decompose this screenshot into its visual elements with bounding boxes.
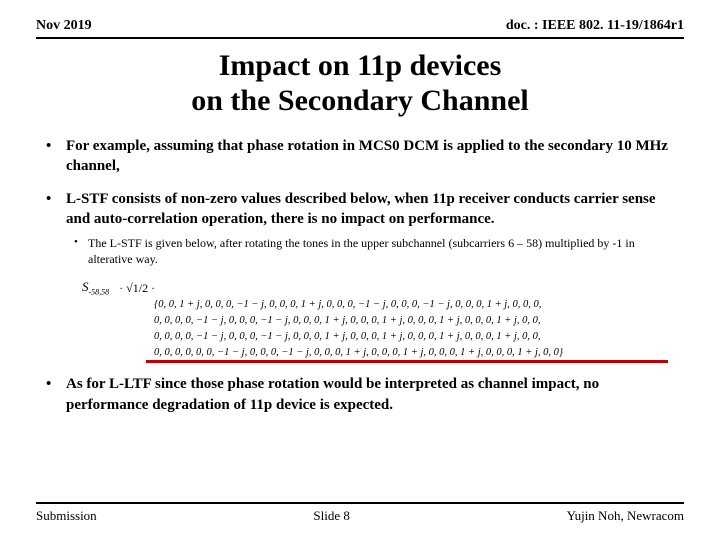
formula-subscript: -58,58 — [89, 288, 110, 297]
title-line-2: on the Secondary Channel — [36, 84, 684, 119]
formula-block: S-58,58 · √1/2 · {0, 0, 1 + j, 0, 0, 0, … — [82, 279, 684, 360]
seq-row-4-wrap: 0, 0, 0, 0, 0, 0, −1 − j, 0, 0, 0, −1 − … — [154, 345, 664, 361]
footer-center: Slide 8 — [313, 508, 349, 524]
bullet-item-1: For example, assuming that phase rotatio… — [40, 136, 680, 177]
bullet-list: For example, assuming that phase rotatio… — [40, 136, 680, 267]
slide-page: Nov 2019 doc. : IEEE 802. 11-19/1864r1 I… — [0, 0, 720, 540]
slide-footer: Submission Slide 8 Yujin Noh, Newracom — [36, 502, 684, 524]
seq-row-4: 0, 0, 0, 0, 0, 0, −1 − j, 0, 0, 0, −1 − … — [154, 347, 563, 358]
bullet-item-3: As for L-LTF since those phase rotation … — [40, 374, 680, 415]
title-line-1: Impact on 11p devices — [36, 49, 684, 84]
slide-header: Nov 2019 doc. : IEEE 802. 11-19/1864r1 — [36, 18, 684, 39]
header-date: Nov 2019 — [36, 18, 92, 34]
seq-row-1: {0, 0, 1 + j, 0, 0, 0, −1 − j, 0, 0, 0, … — [154, 297, 664, 313]
bullet-item-2: L-STF consists of non-zero values descri… — [40, 189, 680, 268]
bullet-item-2-text: L-STF consists of non-zero values descri… — [66, 191, 656, 227]
sequence-block: {0, 0, 1 + j, 0, 0, 0, −1 − j, 0, 0, 0, … — [154, 297, 664, 360]
red-underline — [146, 360, 668, 363]
footer-left: Submission — [36, 508, 97, 524]
bullet-list-2: As for L-LTF since those phase rotation … — [40, 374, 680, 415]
sub-bullet-2a: The L-STF is given below, after rotating… — [66, 235, 680, 267]
seq-row-2: 0, 0, 0, 0, −1 − j, 0, 0, 0, −1 − j, 0, … — [154, 313, 664, 329]
slide-title: Impact on 11p devices on the Secondary C… — [36, 49, 684, 118]
seq-row-3: 0, 0, 0, 0, −1 − j, 0, 0, 0, −1 − j, 0, … — [154, 329, 664, 345]
formula-symbol: S-58,58 — [82, 279, 109, 297]
footer-right: Yujin Noh, Newracom — [567, 508, 684, 524]
header-doc: doc. : IEEE 802. 11-19/1864r1 — [506, 18, 684, 34]
formula-sqrt: · √1/2 · — [119, 281, 155, 295]
sub-bullet-list: The L-STF is given below, after rotating… — [66, 235, 680, 267]
